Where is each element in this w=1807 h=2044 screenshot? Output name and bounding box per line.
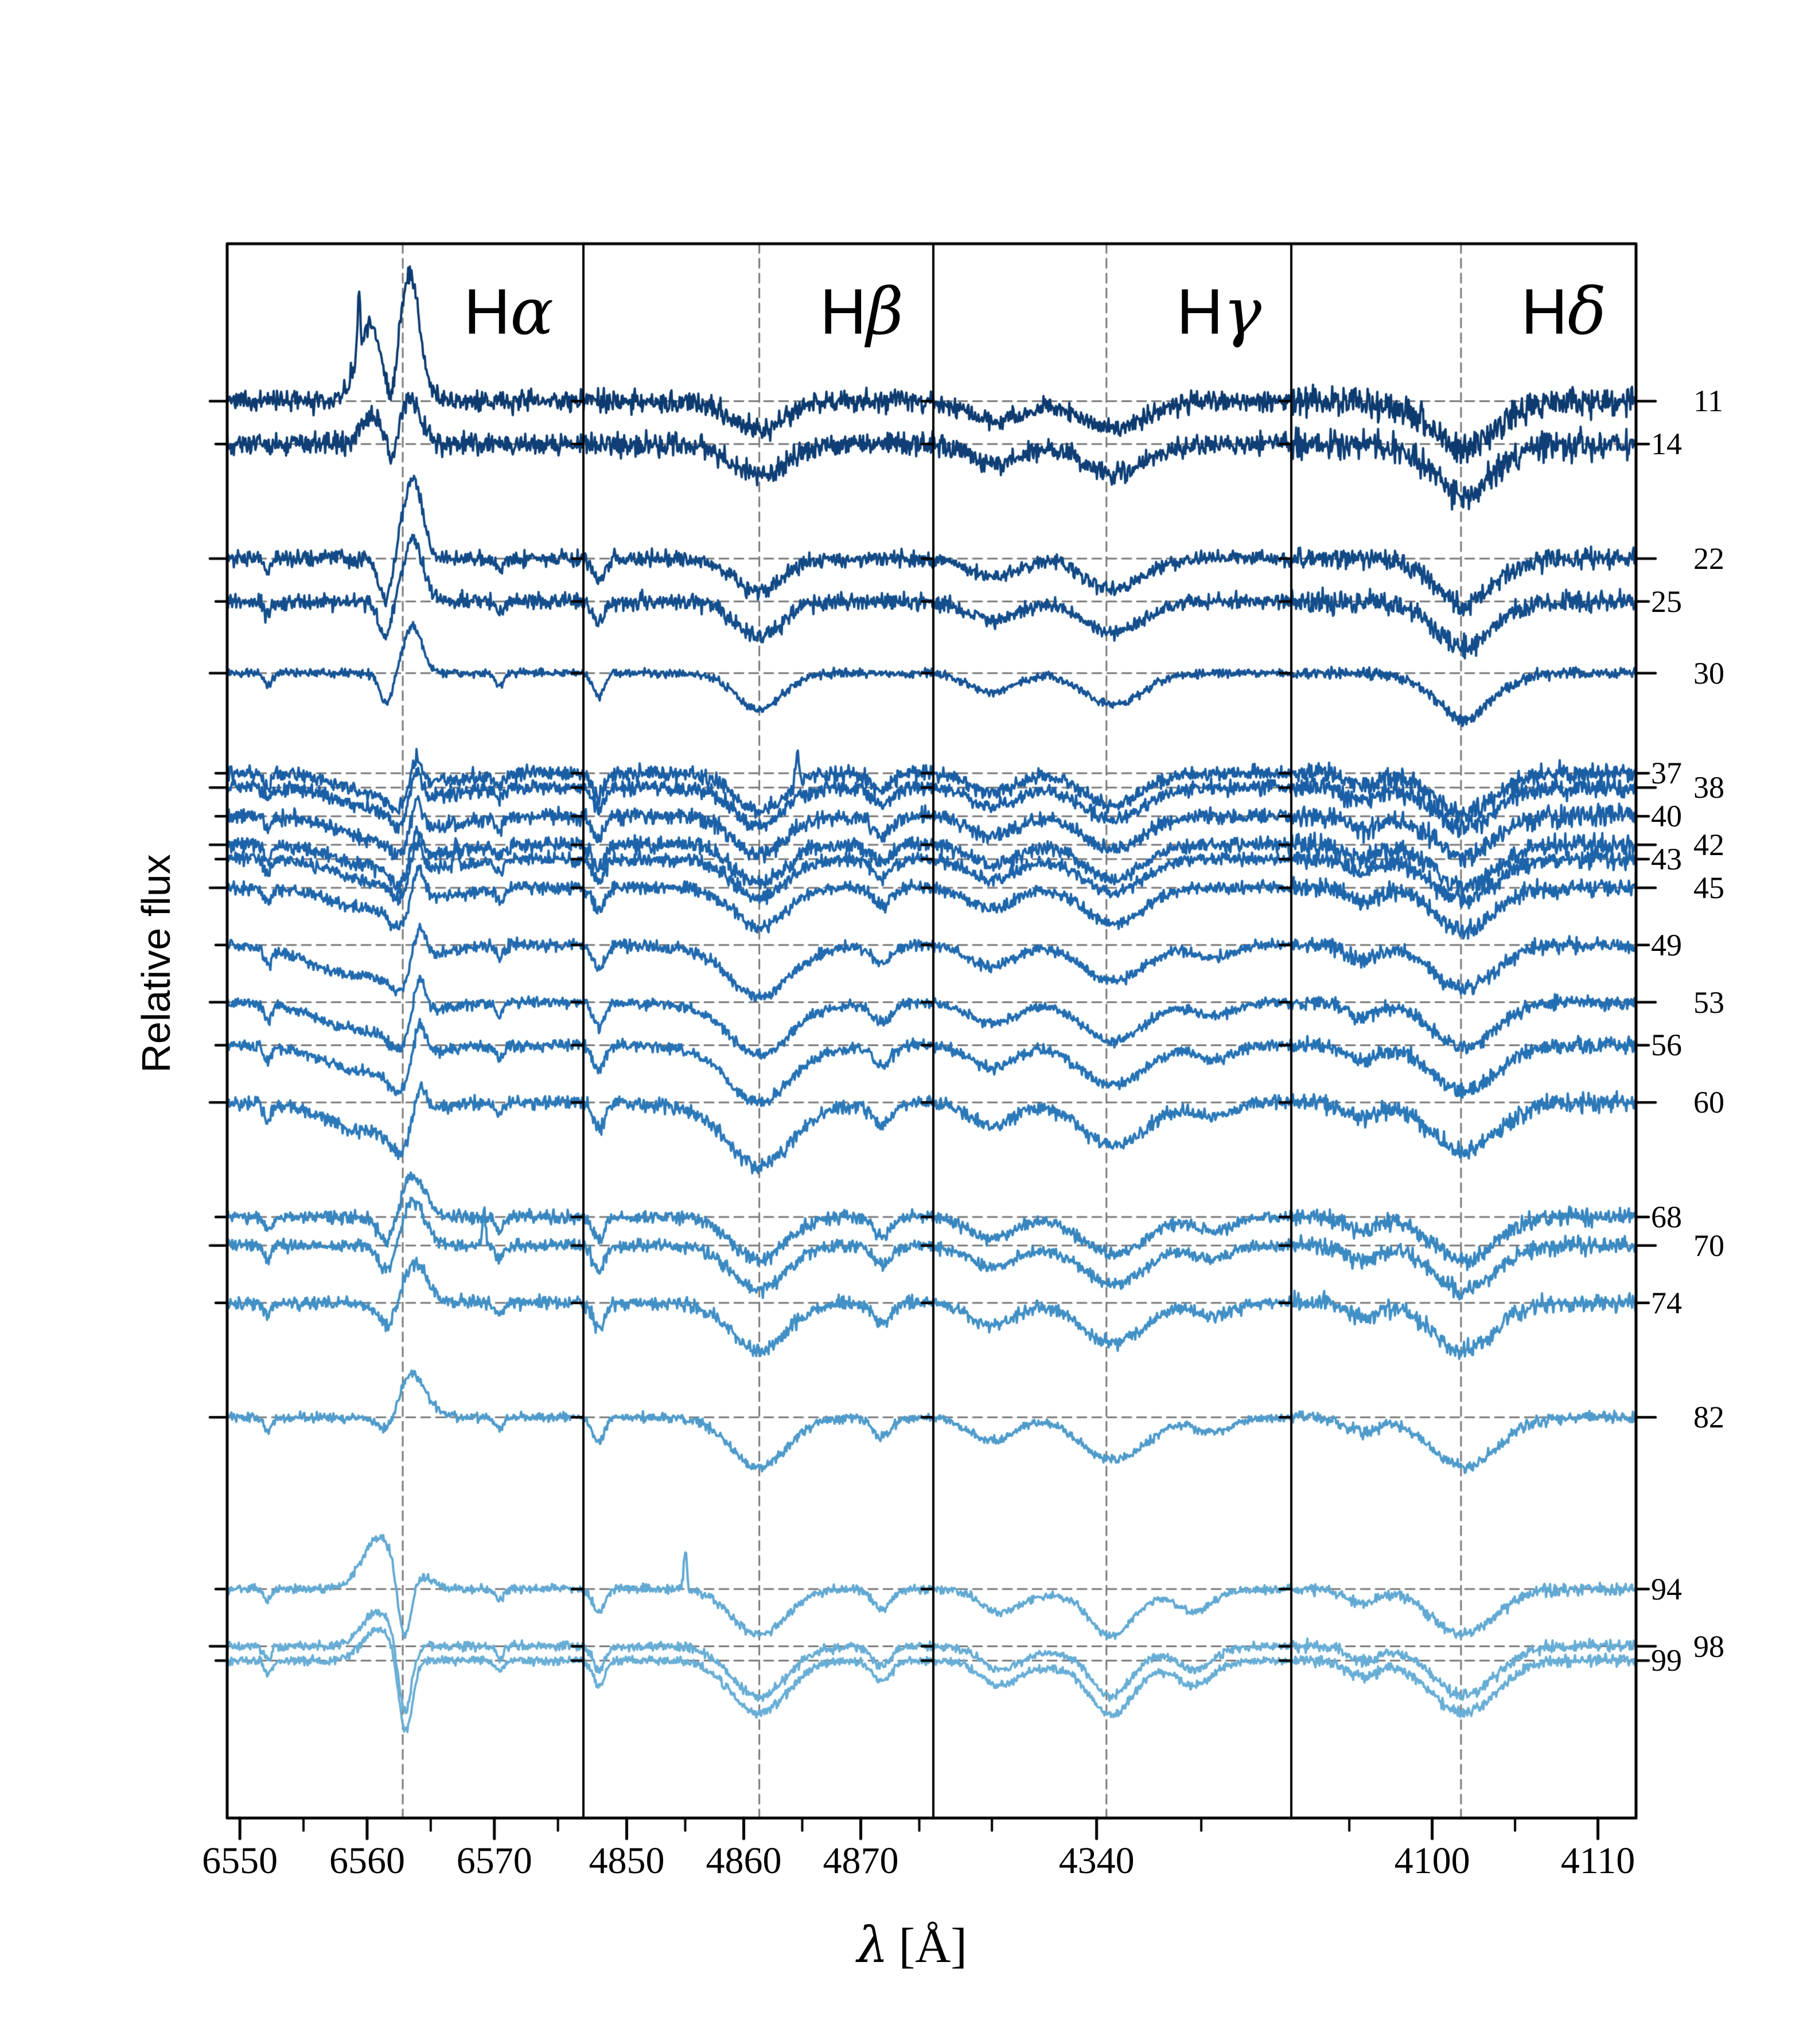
panel-title-h-gamma: Hγ <box>890 280 1261 345</box>
epoch-label-56: 56 <box>1651 1028 1682 1063</box>
epoch-label-42: 42 <box>1693 828 1724 863</box>
epoch-label-94: 94 <box>1651 1571 1682 1606</box>
xtick-label-6550: 6550 <box>202 1840 278 1882</box>
panel-title-h-beta: Hβ <box>532 280 904 345</box>
xtick-label-4110: 4110 <box>1560 1840 1635 1882</box>
panel-title-greek: α <box>510 275 554 349</box>
epoch-label-38: 38 <box>1693 770 1724 805</box>
epoch-label-53: 53 <box>1693 985 1724 1020</box>
xtick-label-4340: 4340 <box>1058 1840 1135 1882</box>
epoch-label-49: 49 <box>1651 927 1682 962</box>
epoch-label-30: 30 <box>1693 656 1724 691</box>
xtick-label-4870: 4870 <box>823 1840 899 1882</box>
xtick-label-4860: 4860 <box>706 1840 782 1882</box>
panel-title-latin: H <box>1177 276 1224 348</box>
epoch-label-60: 60 <box>1693 1085 1724 1120</box>
x-axis-label: λ [Å] <box>857 1921 967 1970</box>
epoch-label-74: 74 <box>1651 1285 1682 1320</box>
epoch-label-40: 40 <box>1651 799 1682 834</box>
panel-title-greek: γ <box>1223 275 1261 349</box>
epoch-label-37: 37 <box>1651 756 1682 791</box>
panel-title-latin: H <box>1521 276 1568 348</box>
xtick-label-4850: 4850 <box>589 1840 665 1882</box>
epoch-label-11: 11 <box>1693 384 1723 419</box>
panel-title-greek: β <box>866 275 904 349</box>
panel-title-latin: H <box>820 276 867 348</box>
epoch-label-43: 43 <box>1651 842 1682 877</box>
panel-title-h-delta: Hδ <box>1234 280 1606 345</box>
epoch-label-82: 82 <box>1693 1400 1724 1435</box>
epoch-label-45: 45 <box>1693 870 1724 905</box>
lambda-symbol: λ <box>857 1917 889 1974</box>
epoch-label-22: 22 <box>1693 541 1724 576</box>
xtick-label-6560: 6560 <box>329 1840 405 1882</box>
panel-title-greek: δ <box>1567 275 1606 349</box>
wavelength-unit: [Å] <box>898 1918 967 1973</box>
xtick-label-4100: 4100 <box>1394 1840 1470 1882</box>
panel-title-h-alpha: Hα <box>182 280 554 345</box>
epoch-label-68: 68 <box>1651 1199 1682 1234</box>
epoch-label-25: 25 <box>1651 584 1682 619</box>
epoch-label-14: 14 <box>1651 427 1682 462</box>
panel-title-latin: H <box>464 276 511 348</box>
epoch-label-70: 70 <box>1693 1228 1724 1263</box>
y-axis-label: Relative flux <box>134 854 178 1073</box>
xtick-label-6570: 6570 <box>456 1840 532 1882</box>
epoch-label-99: 99 <box>1651 1643 1682 1678</box>
epoch-label-98: 98 <box>1693 1629 1724 1664</box>
